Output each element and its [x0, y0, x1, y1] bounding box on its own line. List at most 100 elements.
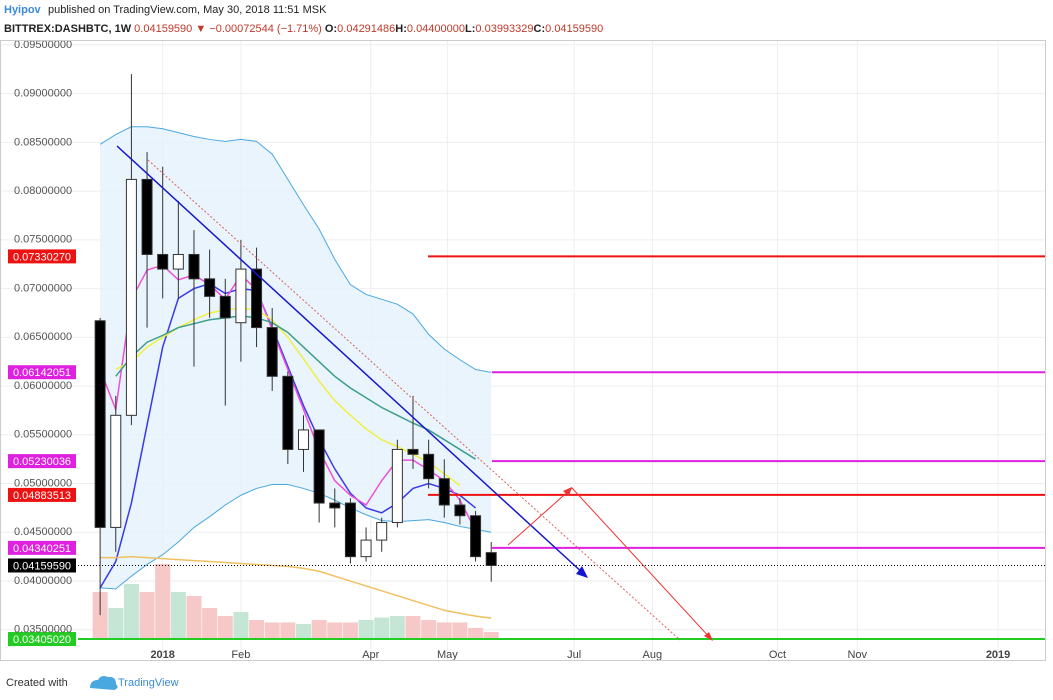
volume-bar — [233, 612, 249, 640]
volume-bar — [358, 620, 374, 640]
trend-line — [116, 145, 586, 576]
candle-body — [110, 414, 122, 528]
change: −0.00072544 (−1.71%) — [209, 23, 322, 35]
y-tick-label: 0.05000000 — [14, 477, 72, 489]
ohlc-value: 0.03993329 — [475, 23, 533, 35]
indicator-line — [99, 282, 477, 589]
volume-bar — [202, 608, 218, 640]
created-with: Created with — [6, 677, 68, 689]
volume-bar — [217, 616, 233, 640]
volume-bar — [264, 622, 280, 640]
candle-body — [407, 448, 419, 455]
ohlc-key: O: — [325, 23, 337, 35]
indicator-line — [100, 555, 492, 619]
candle-body — [125, 178, 137, 416]
x-tick-label: May — [437, 649, 458, 661]
level-label-box — [8, 558, 76, 573]
volume-bar — [327, 622, 343, 640]
x-tick-label: Nov — [847, 649, 867, 661]
candle-body — [251, 268, 263, 329]
candle-body — [94, 320, 106, 528]
ohlc-value: 0.04291486 — [337, 23, 395, 35]
y-tick-label: 0.04000000 — [14, 575, 72, 587]
volume-bar — [452, 622, 468, 640]
level-label: 0.04883513 — [13, 490, 71, 502]
volume-bar — [123, 584, 139, 640]
level-label: 0.03405020 — [13, 634, 71, 646]
level-label: 0.06142051 — [13, 367, 71, 379]
x-tick-label: Apr — [362, 649, 379, 661]
volume-bar — [155, 564, 171, 640]
level-label: 0.04340251 — [13, 543, 71, 555]
last: 0.04159590 — [134, 23, 192, 35]
y-tick-label: 0.04500000 — [14, 526, 72, 538]
brand[interactable]: TradingView — [118, 677, 179, 689]
candle-body — [360, 539, 372, 558]
arrow-head — [563, 487, 572, 496]
arrow-head — [576, 566, 588, 578]
y-tick-label: 0.09000000 — [14, 88, 72, 100]
projection — [507, 487, 713, 641]
candle-body — [297, 429, 309, 450]
band-line — [100, 484, 492, 590]
level-label-box — [8, 487, 76, 502]
level-label: 0.07330270 — [13, 251, 71, 263]
volume-bar — [280, 622, 296, 640]
y-tick-label: 0.03500000 — [14, 624, 72, 636]
y-tick-label: 0.08000000 — [14, 185, 72, 197]
symbol: BITTREX:DASHBTC, 1W — [4, 23, 132, 35]
level-label-box — [8, 365, 76, 380]
author[interactable]: Hyipov — [4, 4, 42, 16]
candle-body — [235, 268, 247, 324]
candle-body — [204, 278, 216, 297]
volume-bar — [170, 592, 186, 640]
candle-body — [376, 522, 388, 541]
arrow: ▼ — [195, 23, 206, 35]
x-tick-label: Oct — [769, 649, 786, 661]
x-tick-label: Aug — [643, 649, 663, 661]
candle-body — [157, 253, 169, 270]
volume-bar — [483, 632, 499, 640]
footer: Created with TradingView — [6, 676, 179, 690]
logo — [90, 676, 118, 690]
candle-body — [423, 453, 435, 480]
volume-bar — [108, 608, 124, 640]
volume-bar — [311, 620, 327, 640]
y-tick-label: 0.05500000 — [14, 429, 72, 441]
ohlc-key: C: — [534, 23, 546, 35]
candle-body — [454, 504, 466, 517]
candle-body — [172, 253, 184, 270]
level-label: 0.05230036 — [13, 456, 71, 468]
volume-bar — [186, 596, 202, 640]
volume-bar — [249, 620, 265, 640]
y-tick-label: 0.06500000 — [14, 331, 72, 343]
level-label-box — [8, 540, 76, 555]
candle-body — [219, 295, 231, 319]
level-label-box — [8, 632, 76, 647]
volume-bar — [436, 622, 452, 640]
candle-body — [282, 375, 294, 450]
plot: 2018 Feb Apr May Jul Aug Oct Nov 2019 0.07330270 0… — [0, 39, 1045, 661]
candle-body — [485, 552, 497, 566]
level-label: 0.04159590 — [13, 560, 71, 572]
drawings — [116, 145, 713, 641]
y-tick-label: 0.08500000 — [14, 136, 72, 148]
ohlc-value: 0.04159590 — [545, 23, 603, 35]
candle-body — [438, 478, 450, 506]
level-label-box — [8, 249, 76, 264]
y-tick-label: 0.06000000 — [14, 380, 72, 392]
indicator-line — [115, 315, 476, 460]
candle-body — [266, 327, 278, 377]
candle-body — [313, 429, 325, 504]
volume-bar — [139, 592, 155, 640]
volume-bar — [295, 624, 311, 640]
arrow-head — [704, 632, 713, 641]
candle-body — [391, 448, 403, 524]
ohlc-key: L: — [465, 23, 475, 35]
volume-bar — [389, 616, 405, 640]
candle-body — [141, 178, 153, 255]
x-tick-label: Feb — [231, 649, 250, 661]
candle-body — [329, 502, 341, 509]
